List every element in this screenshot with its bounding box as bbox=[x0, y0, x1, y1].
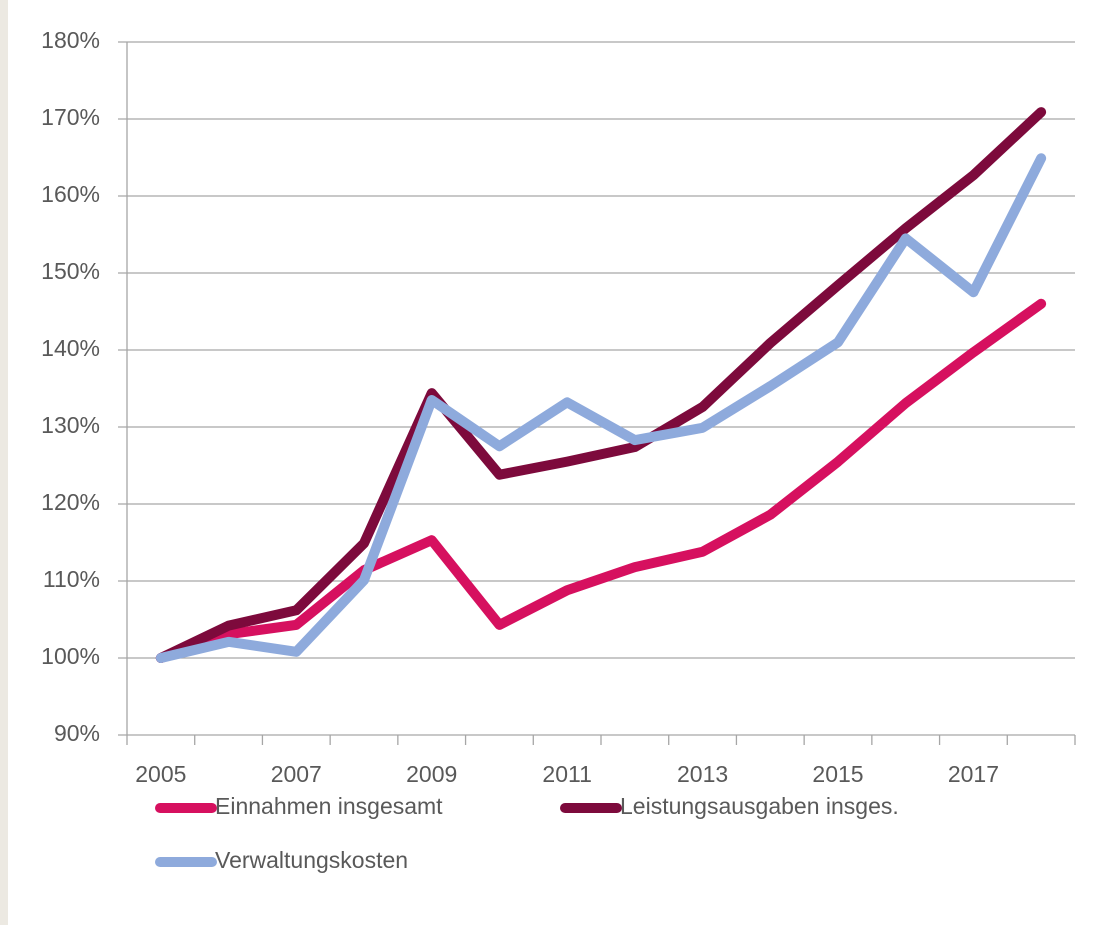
x-tick-label: 2007 bbox=[271, 761, 322, 787]
series-line bbox=[155, 107, 1047, 663]
y-tick-label: 110% bbox=[43, 566, 100, 592]
x-tick-label: 2013 bbox=[677, 761, 728, 787]
legend-label: Leistungsausgaben insges. bbox=[620, 793, 899, 819]
series-line bbox=[155, 298, 1047, 663]
y-tick-label: 150% bbox=[41, 258, 100, 284]
y-tick-label: 100% bbox=[41, 643, 100, 669]
y-tick-label: 130% bbox=[41, 412, 100, 438]
legend-label: Einnahmen insgesamt bbox=[215, 793, 443, 819]
y-tick-label: 120% bbox=[41, 489, 100, 515]
x-tick-label: 2015 bbox=[812, 761, 863, 787]
y-tick-label: 140% bbox=[41, 335, 100, 361]
y-tick-label: 160% bbox=[41, 181, 100, 207]
y-tick-label: 180% bbox=[41, 27, 100, 53]
legend-label: Verwaltungskosten bbox=[215, 847, 408, 873]
x-tick-label: 2011 bbox=[542, 761, 591, 787]
x-tick-label: 2005 bbox=[135, 761, 186, 787]
y-tick-label: 90% bbox=[54, 720, 100, 746]
x-tick-label: 2017 bbox=[948, 761, 999, 787]
y-tick-label: 170% bbox=[41, 104, 100, 130]
x-tick-label: 2009 bbox=[406, 761, 457, 787]
series-line bbox=[155, 153, 1047, 663]
